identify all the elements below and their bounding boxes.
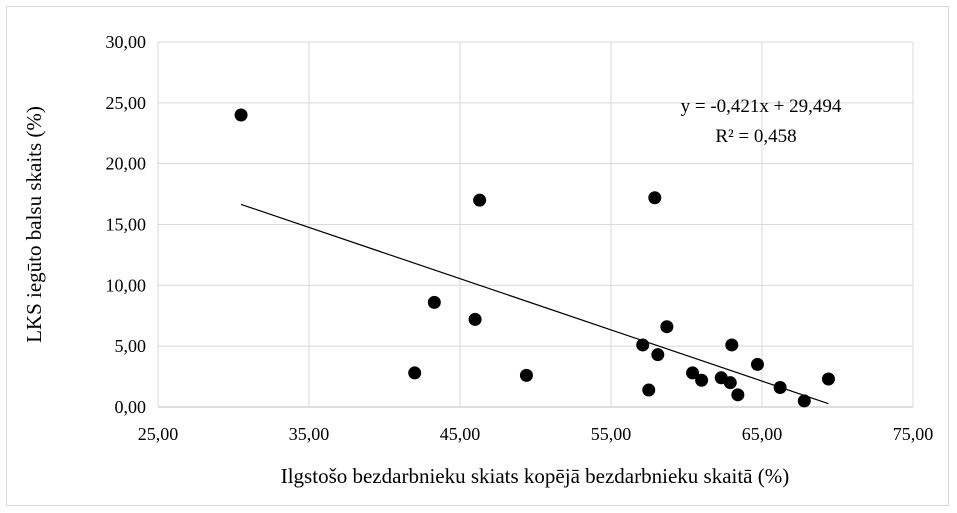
trendline-group: [240, 203, 829, 405]
data-point: [821, 372, 835, 386]
trendline: [240, 203, 829, 405]
data-point: [234, 108, 248, 122]
y-tick-label: 10,00: [106, 275, 147, 295]
data-point: [648, 191, 662, 205]
trendline-equation: y = -0,421x + 29,494: [681, 96, 842, 117]
data-point: [723, 376, 737, 390]
data-point: [468, 312, 482, 326]
data-point: [473, 193, 487, 207]
tick-labels: 0,00 5,00 10,00 15,00 20,00 25,00 30,00 25,00 35…: [106, 32, 934, 444]
data-point: [750, 357, 764, 371]
x-axis-title: Ilgstošo bezdarbnieku skiats kopējā bezd…: [281, 464, 790, 488]
trendline-r-squared: R² = 0,458: [715, 126, 796, 147]
data-points: [234, 108, 835, 408]
data-point: [519, 368, 533, 382]
x-tick-label: 45,00: [440, 424, 481, 444]
x-tick-label: 65,00: [742, 424, 783, 444]
data-point: [725, 338, 739, 352]
data-point: [408, 366, 422, 380]
chart-frame: [6, 6, 949, 506]
y-tick-label: 5,00: [115, 336, 147, 356]
y-tick-label: 30,00: [106, 32, 147, 52]
x-tick-label: 75,00: [893, 424, 934, 444]
data-point: [773, 381, 787, 395]
data-point: [636, 338, 650, 352]
data-point: [651, 348, 665, 362]
data-point: [427, 295, 441, 309]
x-tick-label: 25,00: [138, 424, 179, 444]
grid-lines: [157, 41, 914, 408]
y-tick-label: 15,00: [106, 215, 147, 235]
data-point: [695, 373, 709, 387]
data-point: [686, 366, 700, 380]
data-point: [797, 394, 811, 408]
y-axis-title: LKS iegūto balsu skaits (%): [22, 106, 46, 343]
x-tick-label: 55,00: [591, 424, 632, 444]
data-point: [731, 388, 745, 402]
y-tick-label: 25,00: [106, 93, 147, 113]
y-tick-label: 20,00: [106, 154, 147, 174]
data-point: [660, 320, 674, 334]
data-point: [642, 383, 656, 397]
x-tick-label: 35,00: [289, 424, 330, 444]
y-tick-label: 0,00: [115, 397, 147, 417]
